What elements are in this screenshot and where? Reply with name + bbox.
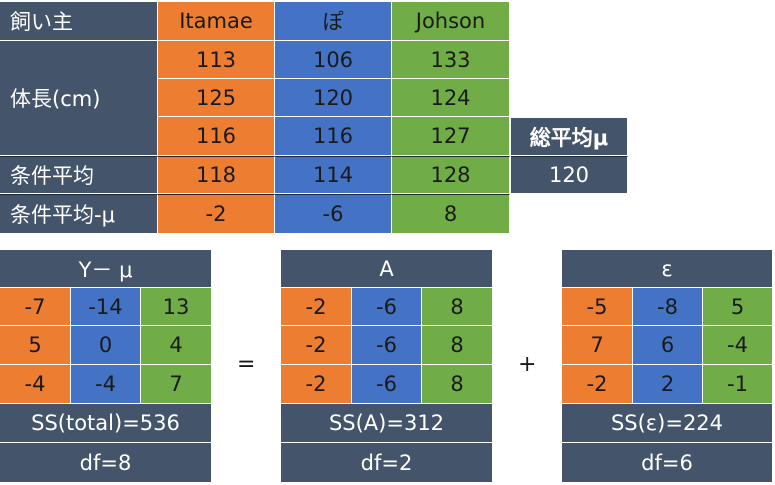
cell-r3-po: 116	[275, 117, 392, 156]
cell-r1-itamae: 113	[158, 41, 275, 79]
matrix-total-cell: 4	[141, 326, 212, 365]
grand-mean-label: 総平均μ	[511, 118, 628, 156]
matrix-a-cell: -2	[281, 365, 352, 404]
cell-r3-itamae: 116	[158, 117, 275, 156]
matrix-total-ss: SS(total)=536	[0, 404, 212, 443]
matrix-a-cell: 8	[422, 288, 493, 326]
matrix-error-cell: 7	[562, 326, 633, 365]
header-owner: 飼い主	[0, 2, 158, 41]
matrix-total-df: df=8	[0, 443, 212, 483]
matrix-total-cell: -7	[0, 288, 71, 326]
cond-mean-itamae: 118	[158, 156, 275, 194]
matrix-total-cell: 7	[141, 365, 212, 404]
matrix-a-cell: 8	[422, 365, 493, 404]
cond-mean-johson: 128	[392, 156, 510, 194]
matrix-a-df: df=2	[281, 443, 493, 483]
plus-sign: +	[518, 352, 537, 377]
matrix-total-cell: -4	[0, 365, 71, 404]
matrix-total-title: Y－ μ	[0, 250, 212, 288]
deviation-itamae: -2	[158, 194, 275, 234]
label-body-length: 体長(cm)	[0, 41, 158, 156]
matrix-a-cell: -6	[352, 288, 422, 326]
matrix-error-cell: -8	[633, 288, 703, 326]
cond-mean-po: 114	[275, 156, 392, 194]
matrix-total-cell: 5	[0, 326, 71, 365]
cell-r3-johson: 127	[392, 117, 510, 156]
cell-r2-johson: 124	[392, 79, 510, 117]
matrix-total-cell: -14	[71, 288, 141, 326]
matrix-error-cell: 6	[633, 326, 703, 365]
matrix-a-title: A	[281, 250, 493, 288]
matrix-a-cell: -6	[352, 365, 422, 404]
label-cond-mean: 条件平均	[0, 156, 158, 194]
label-deviation: 条件平均-μ	[0, 194, 158, 234]
cell-r2-itamae: 125	[158, 79, 275, 117]
deviation-johson: 8	[392, 194, 510, 234]
header-po: ぽ	[275, 2, 392, 41]
matrix-total-cell: 0	[71, 326, 141, 365]
matrix-error-df: df=6	[562, 443, 773, 483]
deviation-po: -6	[275, 194, 392, 234]
matrix-total-cell: 13	[141, 288, 212, 326]
matrix-a-cell: -2	[281, 288, 352, 326]
header-johson: Johson	[392, 2, 510, 41]
cell-r2-po: 120	[275, 79, 392, 117]
matrix-a-cell: -6	[352, 326, 422, 365]
matrix-total-cell: -4	[71, 365, 141, 404]
matrix-error-ss: SS(ε)=224	[562, 404, 773, 443]
matrix-a-cell: -2	[281, 326, 352, 365]
matrix-a-ss: SS(A)=312	[281, 404, 493, 443]
grand-mean-value: 120	[511, 156, 628, 194]
matrix-error-cell: -1	[703, 365, 773, 404]
equals-sign: =	[237, 352, 256, 377]
matrix-error-cell: 2	[633, 365, 703, 404]
matrix-error-cell: -5	[562, 288, 633, 326]
cell-r1-johson: 133	[392, 41, 510, 79]
cell-r1-po: 106	[275, 41, 392, 79]
matrix-error-cell: -4	[703, 326, 773, 365]
matrix-error-cell: -2	[562, 365, 633, 404]
matrix-error-cell: 5	[703, 288, 773, 326]
matrix-error-title: ε	[562, 250, 773, 288]
matrix-a-cell: 8	[422, 326, 493, 365]
header-itamae: Itamae	[158, 2, 275, 41]
